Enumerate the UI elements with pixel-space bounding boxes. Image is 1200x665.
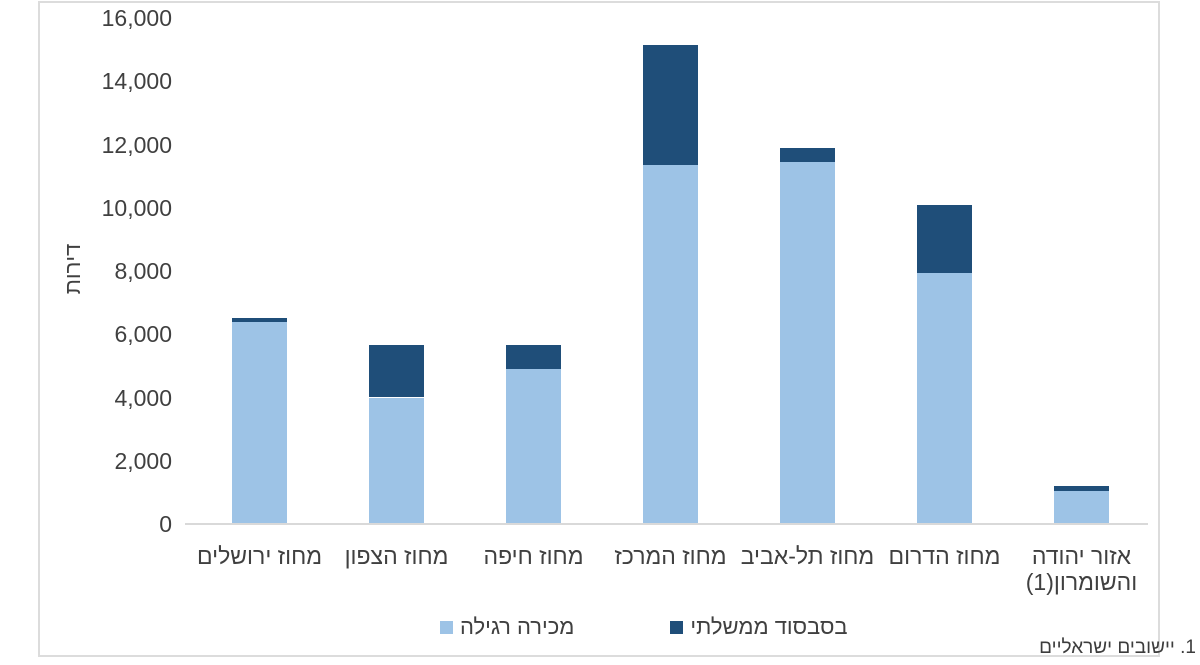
y-tick-label: 8,000 (114, 258, 172, 284)
x-axis-label: מחוז המרכז (614, 543, 727, 569)
legend-item-regular-sale: מכירה רגילה (440, 614, 574, 640)
footnote: 1. יישובים ישראליים (1039, 637, 1196, 658)
y-tick-label: 12,000 (101, 131, 172, 158)
bar-segment-subsidized (232, 318, 287, 322)
bar-segment-regular (369, 397, 424, 524)
x-axis-line (185, 523, 1148, 525)
x-axis-label: מחוז הצפון (344, 543, 449, 569)
y-tick-label: 14,000 (101, 68, 172, 95)
x-axis-label: מחוז חיפה (483, 543, 584, 569)
legend-item-subsidized: בסבסוד ממשלתי (670, 614, 848, 640)
bar-segment-regular (780, 161, 835, 524)
bar-segment-regular (643, 165, 698, 524)
bar-segment-subsidized (506, 345, 561, 370)
y-tick-label: 6,000 (114, 321, 172, 348)
bar-segment-subsidized (780, 147, 835, 162)
bar-segment-regular (917, 272, 972, 524)
x-axis-label: מחוז ירושלים (196, 543, 323, 569)
y-tick-label: 2,000 (114, 447, 172, 474)
y-tick-label: 10,000 (101, 194, 172, 221)
chart-frame (38, 1, 1160, 657)
bar-segment-subsidized (643, 44, 698, 166)
y-tick-label: 0 (159, 511, 172, 537)
x-axis-label: מחוז תל-אביב (740, 543, 875, 569)
bar-segment-subsidized (369, 345, 424, 398)
legend-swatch-dark-icon (670, 620, 684, 634)
bar-segment-subsidized (917, 204, 972, 273)
bar-segment-regular (1054, 490, 1109, 524)
bar-segment-regular (232, 321, 287, 524)
bar-segment-regular (506, 369, 561, 524)
legend-label: בסבסוד ממשלתי (690, 614, 848, 639)
x-axis-label: מחוז הדרום (888, 543, 1001, 569)
y-tick-label: 4,000 (114, 384, 172, 411)
bar-segment-subsidized (1054, 486, 1109, 491)
legend-label: מכירה רגילה (460, 614, 575, 639)
x-axis-label: אזור יהודה והשומרון(1) (1025, 543, 1138, 595)
legend: מכירה רגילה בסבסוד ממשלתי (440, 614, 848, 640)
legend-swatch-light-icon (440, 620, 453, 634)
y-tick-label: 16,000 (101, 5, 172, 31)
